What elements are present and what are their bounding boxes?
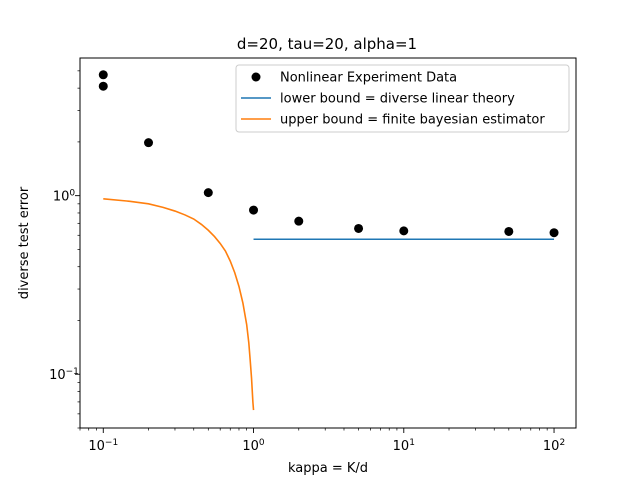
y-tick-label: 10−1	[49, 367, 79, 383]
data-point	[504, 226, 514, 236]
x-axis-label: kappa = K/d	[288, 461, 368, 476]
x-axis: 10−1 100 101 102	[79, 428, 565, 454]
data-point	[549, 228, 559, 238]
data-point	[98, 70, 108, 80]
x-tick-label: 10−1	[88, 438, 118, 454]
legend-label: Nonlinear Experiment Data	[280, 71, 457, 86]
data-point	[249, 205, 259, 215]
legend-label: lower bound = diverse linear theory	[280, 92, 515, 107]
data-point	[98, 81, 108, 91]
x-tick-label: 100	[242, 438, 265, 454]
data-point	[294, 216, 304, 226]
data-point	[203, 188, 213, 198]
series-line-2	[103, 198, 255, 411]
data-point	[144, 138, 154, 148]
data-point	[399, 226, 409, 236]
legend-label: upper bound = finite bayesian estimator	[280, 113, 545, 128]
chart-title: d=20, tau=20, alpha=1	[237, 35, 417, 53]
y-axis: 10−1 100	[49, 70, 80, 429]
legend: Nonlinear Experiment Data lower bound = d…	[235, 64, 570, 133]
y-axis-label: diverse test error	[17, 186, 32, 299]
y-tick-label: 100	[53, 189, 76, 205]
plot-area	[98, 70, 559, 411]
data-point	[354, 223, 364, 233]
x-tick-label: 101	[393, 438, 415, 454]
plot-frame	[79, 57, 577, 429]
legend-box	[235, 64, 570, 133]
x-tick-label: 102	[543, 438, 565, 454]
legend-swatch	[251, 72, 261, 82]
